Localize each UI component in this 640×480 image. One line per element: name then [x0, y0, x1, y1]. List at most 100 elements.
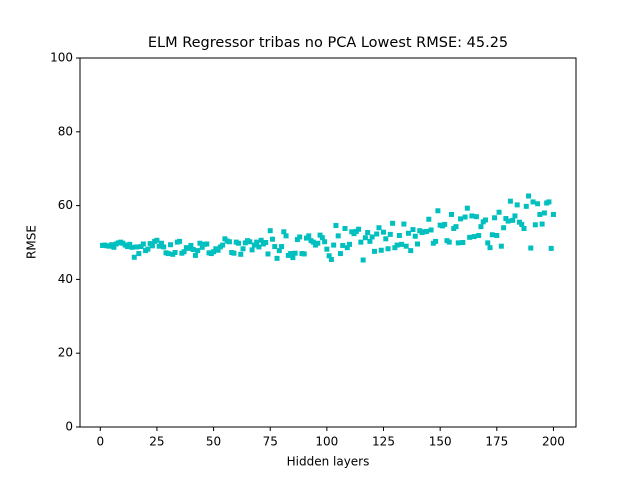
point: [507, 198, 513, 204]
y-tick-label: 60: [58, 198, 73, 212]
point: [356, 226, 362, 232]
point: [263, 240, 269, 245]
point: [362, 235, 368, 241]
point: [149, 243, 155, 249]
point: [392, 245, 398, 251]
point: [537, 211, 543, 217]
point: [532, 222, 538, 228]
y-axis-label: RMSE: [25, 225, 39, 259]
point: [279, 244, 285, 250]
x-tick-label: 0: [96, 435, 104, 449]
point: [331, 242, 337, 248]
point: [328, 256, 334, 262]
point: [530, 199, 536, 205]
point: [109, 242, 115, 248]
point: [317, 232, 323, 238]
x-tick-label: 75: [263, 435, 278, 449]
point: [249, 247, 255, 253]
point: [240, 246, 246, 252]
point: [539, 221, 545, 227]
point: [310, 239, 316, 245]
point: [476, 232, 482, 238]
chart-title: ELM Regressor tribas no PCA Lowest RMSE:…: [148, 35, 508, 51]
point: [319, 235, 325, 241]
point: [467, 234, 473, 240]
point: [136, 251, 142, 257]
point: [111, 244, 117, 250]
point: [226, 239, 232, 245]
point: [448, 211, 454, 217]
y-tick-label: 20: [58, 346, 73, 360]
x-tick-label: 50: [206, 435, 221, 449]
point: [523, 203, 529, 209]
point: [292, 250, 298, 256]
y-tick-label: 0: [65, 420, 73, 434]
point: [369, 234, 375, 240]
point: [156, 243, 162, 249]
point: [478, 224, 484, 230]
point: [378, 247, 384, 253]
point: [211, 249, 217, 255]
point: [220, 242, 226, 248]
point: [541, 210, 547, 216]
point: [387, 231, 393, 237]
point: [283, 233, 289, 239]
point: [324, 246, 330, 252]
point: [342, 225, 348, 231]
point: [276, 248, 282, 254]
point: [161, 244, 167, 250]
x-axis-label: Hidden layers: [287, 455, 370, 469]
point: [335, 233, 341, 239]
point: [129, 244, 135, 250]
point: [535, 201, 541, 207]
point: [403, 243, 409, 249]
point: [503, 216, 509, 222]
point: [519, 221, 525, 227]
point: [442, 221, 448, 227]
y-tick-label: 80: [58, 124, 73, 138]
point: [140, 241, 146, 247]
point: [426, 216, 432, 222]
point: [154, 237, 160, 243]
point: [258, 237, 264, 243]
point: [501, 225, 507, 231]
point: [297, 234, 303, 240]
point: [512, 213, 518, 219]
point: [177, 238, 183, 244]
point: [322, 239, 328, 245]
point: [469, 213, 475, 219]
point: [462, 214, 468, 220]
point: [548, 245, 554, 251]
point: [360, 257, 366, 263]
point: [410, 227, 416, 233]
point: [528, 245, 534, 251]
point: [385, 246, 391, 252]
point: [165, 251, 171, 257]
point: [526, 193, 532, 199]
point: [238, 251, 244, 257]
point: [471, 234, 477, 240]
point: [138, 244, 144, 250]
point: [204, 241, 210, 247]
axes-frame: [79, 57, 577, 428]
point: [510, 217, 516, 223]
point: [458, 216, 464, 222]
point: [290, 255, 296, 261]
point: [197, 240, 203, 246]
point: [247, 239, 253, 245]
point: [301, 251, 307, 257]
point: [428, 227, 434, 233]
point: [464, 205, 470, 211]
point: [446, 239, 452, 245]
point: [487, 245, 493, 251]
point: [134, 244, 140, 250]
point: [251, 242, 257, 248]
point: [267, 228, 273, 234]
point: [435, 208, 441, 214]
point: [365, 230, 371, 236]
point: [190, 247, 196, 253]
point: [158, 240, 164, 246]
point: [482, 217, 488, 223]
point: [281, 229, 287, 235]
